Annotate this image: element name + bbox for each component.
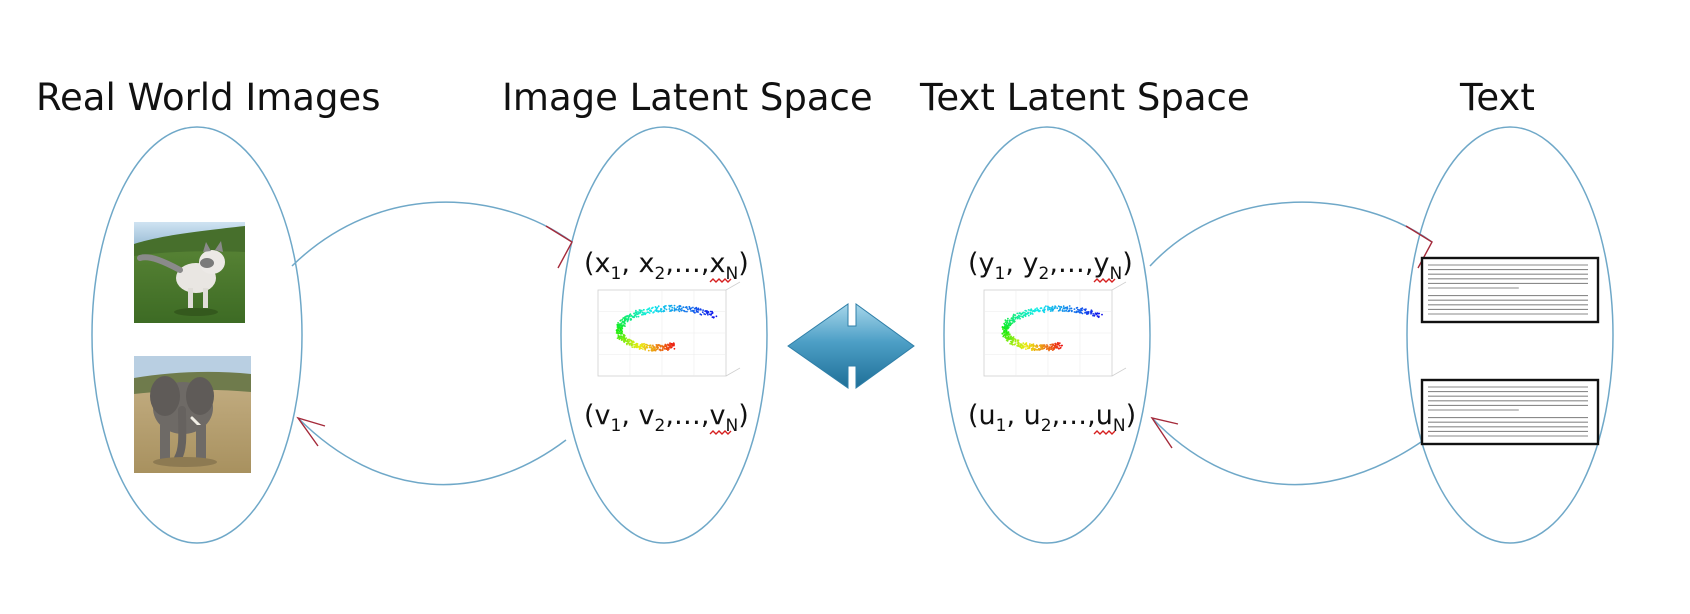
arrow-text-to-text-latent bbox=[1151, 417, 1425, 486]
arrowhead-icon bbox=[296, 416, 326, 447]
spellcheck-squiggle bbox=[1093, 430, 1116, 435]
arrow-image-latent-to-images bbox=[297, 417, 567, 486]
header-text: Text bbox=[1460, 76, 1535, 119]
double-arrow-icon bbox=[787, 303, 915, 389]
arrowhead-icon bbox=[1150, 416, 1179, 449]
spellcheck-squiggle bbox=[709, 430, 732, 435]
text-document-bottom bbox=[1420, 378, 1600, 446]
arrowhead-icon bbox=[545, 225, 573, 269]
spellcheck-squiggle bbox=[709, 278, 732, 283]
arrow-images-to-image-latent bbox=[291, 201, 573, 267]
image-latent-scatter-plot bbox=[597, 281, 741, 377]
spellcheck-squiggle bbox=[1093, 278, 1116, 283]
ellipse-real-world-images bbox=[91, 126, 303, 544]
text-document-top bbox=[1420, 256, 1600, 324]
text-latent-scatter-plot bbox=[983, 281, 1127, 377]
sequence-v: (v1, v2,…,vN) bbox=[584, 400, 749, 436]
header-image-latent-space: Image Latent Space bbox=[502, 76, 873, 119]
sequence-u: (u1, u2,…,uN) bbox=[968, 400, 1136, 436]
elephant-image bbox=[134, 356, 251, 473]
sequence-y: (y1, y2,…,yN) bbox=[968, 248, 1133, 284]
header-real-world-images: Real World Images bbox=[36, 76, 381, 119]
ellipse-text bbox=[1406, 126, 1614, 544]
ellipse-text-latent-space bbox=[943, 126, 1151, 544]
arrow-text-latent-to-text bbox=[1149, 201, 1433, 267]
header-text-latent-space: Text Latent Space bbox=[920, 76, 1250, 119]
sequence-x: (x1, x2,…,xN) bbox=[584, 248, 749, 284]
ellipse-image-latent-space bbox=[560, 126, 768, 544]
cat-image bbox=[134, 222, 245, 323]
